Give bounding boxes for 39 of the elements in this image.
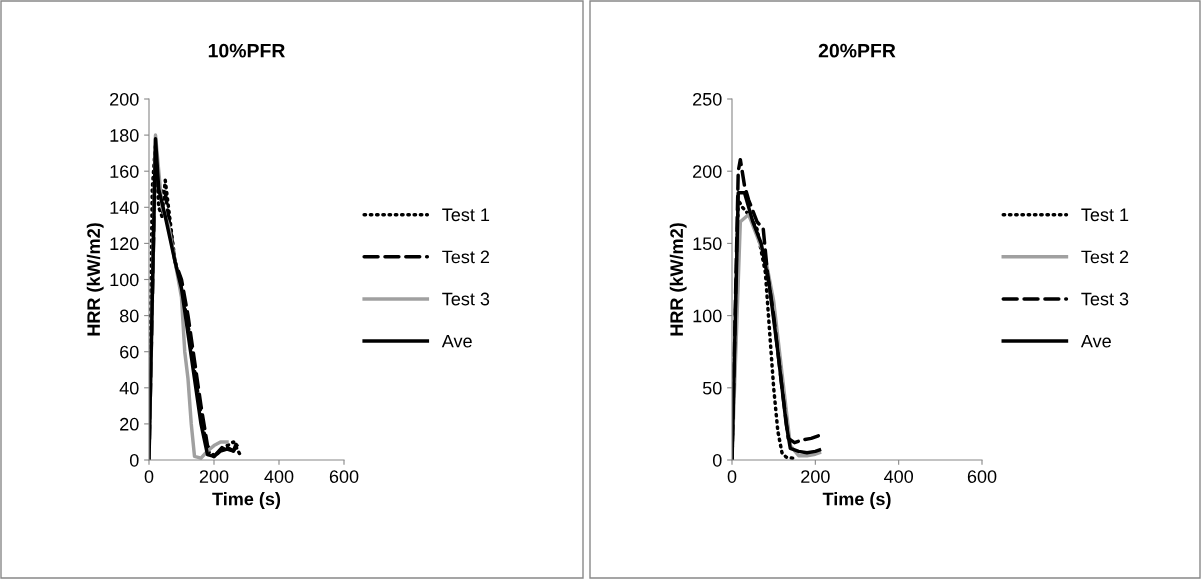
y-tick-label: 180 [110, 129, 139, 142]
y-tick-label: 250 [693, 92, 722, 106]
x-tick-label: 200 [199, 470, 229, 483]
y-tick-label: 80 [119, 309, 139, 323]
chart-title: 20%PFR [818, 43, 896, 58]
legend-label: Test 2 [1081, 250, 1129, 264]
y-axis-title: HRR (kW/m2) [86, 223, 104, 336]
x-tick-label: 400 [264, 470, 294, 483]
y-tick-label: 150 [693, 237, 722, 251]
y-tick-label: 0 [129, 453, 139, 467]
y-tick-label: 200 [693, 165, 722, 178]
legend-label: Test 1 [1081, 208, 1129, 222]
chart-title: 10%PFR [208, 43, 286, 58]
y-tick-label: 20 [120, 417, 139, 431]
x-axis-title: Time (s) [822, 492, 891, 509]
x-tick-label: 200 [801, 470, 830, 483]
legend-label: Test 3 [1081, 292, 1129, 306]
x-tick-label: 0 [144, 470, 154, 483]
x-tick-label: 600 [967, 470, 997, 483]
y-tick-label: 50 [702, 381, 722, 395]
x-tick-label: 600 [329, 470, 359, 483]
y-tick-label: 0 [712, 453, 722, 467]
y-tick-label: 60 [120, 345, 139, 359]
y-tick-label: 120 [110, 237, 139, 251]
x-tick-label: 400 [884, 470, 914, 483]
y-axis-title: HRR (kW/m2) [669, 223, 687, 336]
legend-label: Test 2 [442, 250, 490, 264]
y-tick-label: 40 [119, 381, 139, 395]
y-tick-label: 100 [693, 309, 722, 323]
x-axis-title: Time (s) [212, 492, 281, 509]
y-tick-label: 100 [110, 273, 139, 287]
legend-label: Ave [441, 334, 472, 348]
y-tick-label: 160 [110, 165, 139, 178]
legend-label: Test 3 [442, 292, 490, 306]
y-tick-label: 200 [110, 92, 139, 106]
legend-label: Ave [1080, 334, 1111, 348]
x-tick-label: 0 [727, 470, 737, 483]
y-tick-label: 140 [110, 201, 139, 215]
legend-label: Test 1 [442, 208, 490, 222]
